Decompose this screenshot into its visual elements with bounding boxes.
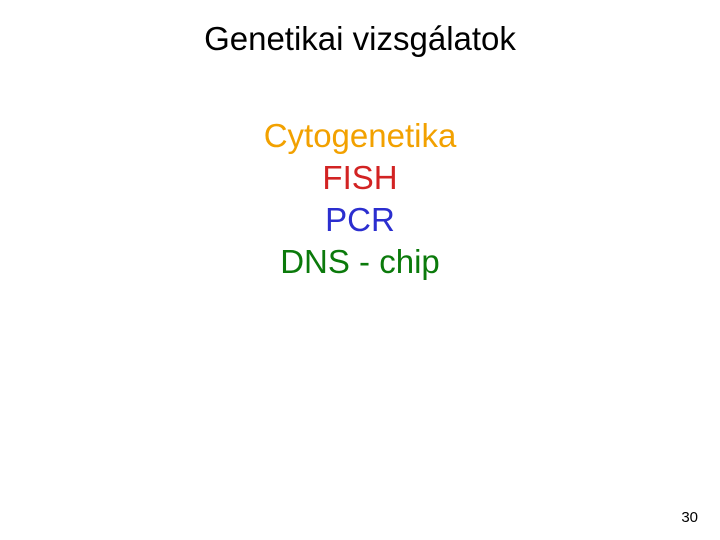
- content-list: Cytogenetika FISH PCR DNS - chip: [0, 115, 720, 283]
- slide: Genetikai vizsgálatok Cytogenetika FISH …: [0, 0, 720, 540]
- list-item-dns-chip: DNS - chip: [0, 241, 720, 283]
- list-item-pcr: PCR: [0, 199, 720, 241]
- list-item-cytogenetika: Cytogenetika: [0, 115, 720, 157]
- list-item-fish: FISH: [0, 157, 720, 199]
- page-number: 30: [681, 509, 698, 526]
- slide-title: Genetikai vizsgálatok: [0, 20, 720, 58]
